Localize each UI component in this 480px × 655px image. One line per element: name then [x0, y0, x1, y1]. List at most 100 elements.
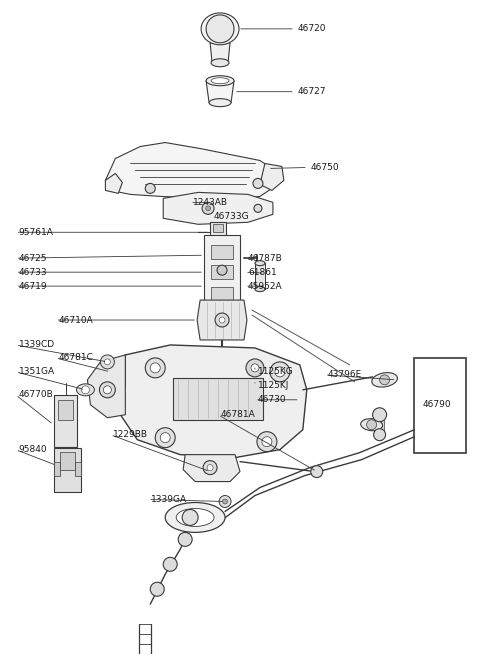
Circle shape: [100, 355, 114, 369]
Circle shape: [367, 420, 377, 430]
Text: 1125KG: 1125KG: [258, 367, 294, 377]
Circle shape: [372, 408, 386, 422]
Circle shape: [145, 358, 165, 378]
Ellipse shape: [209, 99, 231, 107]
Circle shape: [311, 466, 323, 477]
Polygon shape: [106, 174, 122, 193]
Circle shape: [380, 375, 390, 385]
Circle shape: [251, 364, 259, 372]
Ellipse shape: [255, 261, 265, 266]
Polygon shape: [120, 345, 307, 458]
Bar: [255, 263, 265, 289]
Bar: [54, 462, 60, 476]
Circle shape: [219, 496, 231, 508]
Text: 46790: 46790: [422, 400, 451, 409]
Text: 46727: 46727: [298, 87, 326, 96]
Bar: [376, 420, 384, 433]
Circle shape: [246, 359, 264, 377]
Ellipse shape: [165, 502, 225, 533]
Bar: [211, 287, 233, 301]
Circle shape: [178, 533, 192, 546]
Text: 1339GA: 1339GA: [151, 495, 187, 504]
Bar: [210, 222, 226, 242]
Bar: [54, 395, 77, 447]
Text: 1243AB: 1243AB: [193, 198, 228, 207]
Circle shape: [262, 437, 272, 447]
Ellipse shape: [206, 76, 234, 86]
Text: 95840: 95840: [19, 445, 47, 454]
Circle shape: [182, 510, 198, 525]
Text: 1351GA: 1351GA: [19, 367, 55, 377]
Circle shape: [215, 313, 229, 327]
Text: 46781C: 46781C: [59, 354, 94, 362]
Circle shape: [207, 464, 213, 470]
Circle shape: [223, 499, 228, 504]
Circle shape: [150, 582, 164, 596]
Circle shape: [253, 178, 263, 189]
Circle shape: [270, 362, 290, 382]
Circle shape: [254, 204, 262, 212]
Text: 46781A: 46781A: [221, 410, 256, 419]
Circle shape: [150, 363, 160, 373]
Text: 46733G: 46733G: [213, 212, 249, 221]
Circle shape: [205, 206, 211, 211]
Ellipse shape: [76, 384, 95, 396]
Text: 46787B: 46787B: [248, 253, 283, 263]
Circle shape: [257, 432, 277, 452]
Text: 46730: 46730: [258, 395, 287, 404]
Text: 61861: 61861: [248, 268, 277, 276]
Bar: [58, 400, 73, 420]
Circle shape: [217, 265, 227, 275]
Circle shape: [160, 433, 170, 443]
Text: 1125KJ: 1125KJ: [258, 381, 289, 390]
Text: 46725: 46725: [19, 253, 47, 263]
Ellipse shape: [372, 373, 397, 387]
Text: 1339CD: 1339CD: [19, 341, 55, 350]
Bar: [211, 265, 233, 279]
Text: 46750: 46750: [311, 163, 339, 172]
Bar: [204, 235, 240, 310]
Polygon shape: [87, 355, 125, 418]
Text: 46710A: 46710A: [59, 316, 93, 324]
Circle shape: [373, 429, 385, 441]
Bar: [75, 462, 82, 476]
Circle shape: [163, 557, 177, 571]
Polygon shape: [260, 164, 284, 191]
Text: 46720: 46720: [298, 24, 326, 33]
Polygon shape: [210, 43, 230, 63]
Text: 45952A: 45952A: [248, 282, 283, 291]
Text: 95761A: 95761A: [19, 228, 53, 236]
Ellipse shape: [360, 419, 383, 431]
Text: 46770B: 46770B: [19, 390, 53, 400]
Circle shape: [219, 317, 225, 323]
Circle shape: [82, 386, 89, 394]
Text: 43796E: 43796E: [328, 370, 362, 379]
Circle shape: [103, 386, 111, 394]
Ellipse shape: [176, 508, 214, 527]
Bar: [173, 378, 263, 420]
Circle shape: [275, 367, 285, 377]
Circle shape: [155, 428, 175, 447]
Ellipse shape: [211, 59, 229, 67]
Text: 46719: 46719: [19, 282, 47, 291]
Ellipse shape: [201, 13, 239, 45]
Circle shape: [206, 15, 234, 43]
Polygon shape: [197, 300, 247, 340]
Bar: [211, 245, 233, 259]
Polygon shape: [206, 81, 234, 103]
Circle shape: [203, 460, 217, 475]
Bar: [54, 447, 82, 491]
Text: 46733: 46733: [19, 268, 47, 276]
Ellipse shape: [211, 78, 229, 84]
Polygon shape: [106, 143, 275, 200]
Circle shape: [104, 359, 110, 365]
Bar: [213, 224, 223, 233]
Ellipse shape: [255, 287, 265, 291]
Circle shape: [202, 202, 214, 214]
Bar: [60, 452, 75, 470]
Text: 1229BB: 1229BB: [113, 430, 148, 440]
Bar: [415, 358, 467, 453]
Circle shape: [145, 183, 155, 193]
Polygon shape: [163, 193, 273, 224]
Circle shape: [99, 382, 115, 398]
